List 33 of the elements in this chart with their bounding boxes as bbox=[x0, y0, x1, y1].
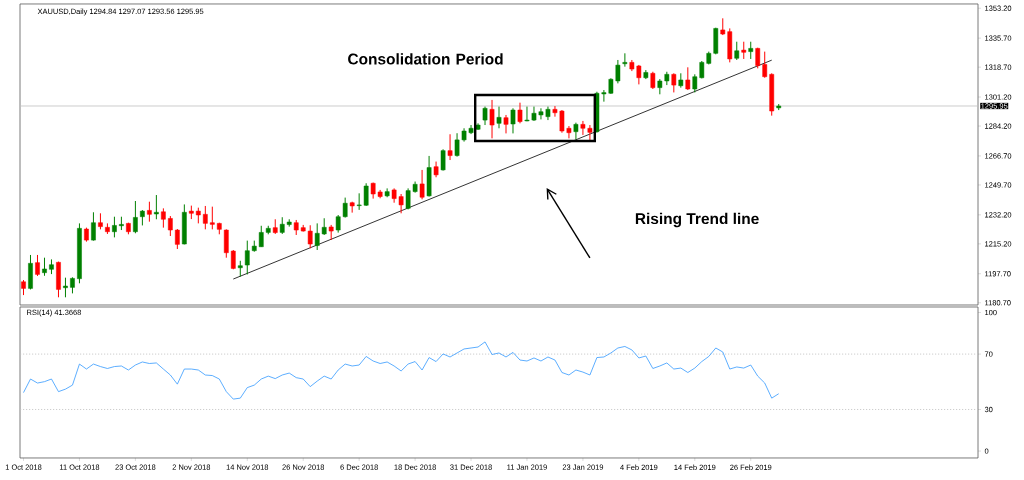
candlestick bbox=[209, 206, 215, 230]
candlestick bbox=[175, 228, 180, 250]
candlestick bbox=[440, 148, 446, 172]
candlestick bbox=[419, 169, 425, 200]
candlestick bbox=[35, 254, 40, 277]
candlestick bbox=[510, 107, 516, 134]
candlestick bbox=[671, 72, 677, 93]
annotation: Consolidation Period bbox=[348, 53, 503, 65]
candlestick bbox=[762, 51, 768, 79]
candlestick bbox=[258, 225, 264, 248]
candlestick bbox=[133, 200, 138, 234]
candlestick bbox=[734, 41, 740, 61]
candlestick bbox=[91, 211, 96, 242]
candlestick bbox=[573, 122, 579, 140]
line-series bbox=[23, 341, 780, 400]
candlestick bbox=[622, 52, 628, 68]
candlestick bbox=[503, 114, 509, 134]
candlestick bbox=[42, 257, 47, 277]
candlestick bbox=[154, 194, 159, 220]
candlestick bbox=[496, 106, 502, 129]
candlestick bbox=[489, 99, 495, 139]
candlestick bbox=[112, 216, 117, 238]
candlestick bbox=[517, 102, 523, 124]
candlestick bbox=[223, 228, 229, 259]
candlestick bbox=[447, 133, 453, 161]
candlestick bbox=[244, 240, 250, 275]
candlestick bbox=[482, 106, 488, 126]
candlestick bbox=[161, 207, 166, 229]
annotation: Rising Trend line bbox=[635, 212, 759, 228]
candlestick bbox=[63, 277, 68, 298]
candlestick bbox=[168, 215, 173, 237]
candlestick bbox=[147, 201, 152, 223]
candlestick bbox=[202, 205, 208, 230]
